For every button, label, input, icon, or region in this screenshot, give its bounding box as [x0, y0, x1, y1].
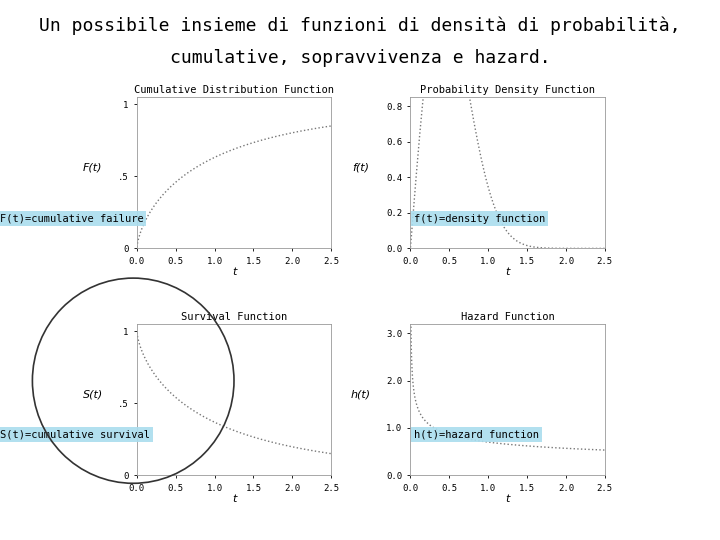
- Y-axis label: F(t): F(t): [83, 163, 102, 173]
- Y-axis label: S(t): S(t): [83, 389, 103, 400]
- Text: cumulative, sopravvivenza e hazard.: cumulative, sopravvivenza e hazard.: [170, 49, 550, 66]
- Y-axis label: h(t): h(t): [351, 389, 371, 400]
- Text: f(t)=density function: f(t)=density function: [414, 214, 545, 224]
- X-axis label: t: t: [232, 494, 236, 504]
- Title: Hazard Function: Hazard Function: [461, 312, 554, 322]
- Y-axis label: f(t): f(t): [353, 163, 369, 173]
- Title: Cumulative Distribution Function: Cumulative Distribution Function: [134, 85, 334, 95]
- Text: h(t)=hazard function: h(t)=hazard function: [414, 430, 539, 440]
- Text: Un possibile insieme di funzioni di densità di probabilità,: Un possibile insieme di funzioni di dens…: [39, 16, 681, 35]
- Text: F(t)=cumulative failure: F(t)=cumulative failure: [0, 214, 144, 224]
- X-axis label: t: t: [232, 267, 236, 277]
- Title: Survival Function: Survival Function: [181, 312, 287, 322]
- Title: Probability Density Function: Probability Density Function: [420, 85, 595, 95]
- Text: S(t)=cumulative survival: S(t)=cumulative survival: [0, 430, 150, 440]
- X-axis label: t: t: [505, 267, 510, 277]
- X-axis label: t: t: [505, 494, 510, 504]
